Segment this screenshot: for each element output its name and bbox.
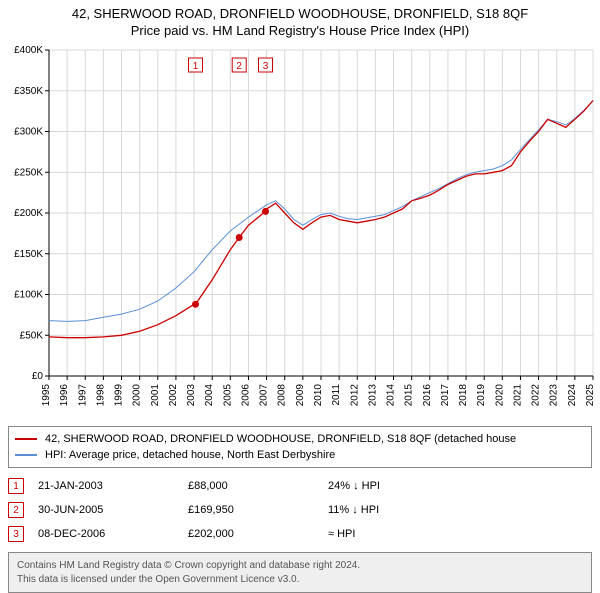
svg-text:2025: 2025	[585, 384, 596, 407]
svg-text:2000: 2000	[132, 384, 143, 407]
legend-label-series2: HPI: Average price, detached house, Nort…	[45, 449, 335, 461]
svg-text:£300K: £300K	[14, 127, 43, 138]
attribution-footer: Contains HM Land Registry data © Crown c…	[8, 552, 592, 593]
event-date: 08-DEC-2006	[38, 528, 188, 540]
price-chart: £0 £50K £100K £150K £200K £250K £300K £350K £400…	[1, 42, 599, 422]
svg-text:2014: 2014	[386, 384, 397, 407]
event-date: 21-JAN-2003	[38, 480, 188, 492]
svg-text:1999: 1999	[114, 384, 125, 407]
svg-text:2010: 2010	[313, 384, 324, 407]
svg-text:2019: 2019	[476, 384, 487, 407]
svg-text:2018: 2018	[458, 384, 469, 407]
svg-text:2024: 2024	[567, 384, 578, 407]
page-title: 42, SHERWOOD ROAD, DRONFIELD WOODHOUSE, …	[0, 0, 600, 21]
legend-row: HPI: Average price, detached house, Nort…	[15, 447, 585, 463]
event-price: £169,950	[188, 504, 328, 516]
svg-text:£200K: £200K	[14, 208, 43, 219]
event-date: 30-JUN-2005	[38, 504, 188, 516]
svg-text:2016: 2016	[422, 384, 433, 407]
svg-text:1995: 1995	[41, 384, 52, 407]
event-price: £202,000	[188, 528, 328, 540]
svg-text:£150K: £150K	[14, 249, 43, 260]
svg-text:2006: 2006	[240, 384, 251, 407]
svg-text:2022: 2022	[531, 384, 542, 407]
svg-text:2013: 2013	[367, 384, 378, 407]
event-row: 2 30-JUN-2005 £169,950 11% ↓ HPI	[8, 498, 592, 522]
svg-text:2003: 2003	[186, 384, 197, 407]
event-relative: ≈ HPI	[328, 528, 592, 540]
svg-text:3: 3	[263, 61, 269, 72]
svg-text:1996: 1996	[59, 384, 70, 407]
svg-text:2020: 2020	[494, 384, 505, 407]
legend-swatch-series2	[15, 454, 37, 456]
svg-text:2008: 2008	[277, 384, 288, 407]
legend-label-series1: 42, SHERWOOD ROAD, DRONFIELD WOODHOUSE, …	[45, 433, 516, 445]
svg-text:2011: 2011	[331, 384, 342, 406]
svg-text:2005: 2005	[222, 384, 233, 407]
svg-text:2021: 2021	[512, 384, 523, 407]
svg-text:2002: 2002	[168, 384, 179, 407]
event-relative: 24% ↓ HPI	[328, 480, 592, 492]
svg-text:2017: 2017	[440, 384, 451, 407]
svg-text:2023: 2023	[549, 384, 560, 407]
event-marker-icon: 1	[8, 478, 24, 494]
svg-text:1: 1	[193, 61, 199, 72]
event-marker-icon: 2	[8, 502, 24, 518]
event-row: 1 21-JAN-2003 £88,000 24% ↓ HPI	[8, 474, 592, 498]
event-marker-icon: 3	[8, 526, 24, 542]
event-row: 3 08-DEC-2006 £202,000 ≈ HPI	[8, 522, 592, 546]
svg-text:£400K: £400K	[14, 45, 43, 56]
svg-text:2: 2	[236, 61, 242, 72]
event-price: £88,000	[188, 480, 328, 492]
svg-text:2004: 2004	[204, 384, 215, 407]
svg-text:2009: 2009	[295, 384, 306, 407]
legend-swatch-series1	[15, 438, 37, 440]
page-subtitle: Price paid vs. HM Land Registry's House …	[0, 21, 600, 42]
svg-text:2007: 2007	[259, 384, 270, 407]
footer-line: Contains HM Land Registry data © Crown c…	[17, 559, 583, 573]
legend: 42, SHERWOOD ROAD, DRONFIELD WOODHOUSE, …	[8, 426, 592, 468]
svg-text:£50K: £50K	[20, 330, 44, 341]
events-table: 1 21-JAN-2003 £88,000 24% ↓ HPI 2 30-JUN…	[8, 474, 592, 546]
event-relative: 11% ↓ HPI	[328, 504, 592, 516]
svg-text:£100K: £100K	[14, 290, 43, 301]
footer-line: This data is licensed under the Open Gov…	[17, 573, 583, 587]
svg-text:£250K: £250K	[14, 167, 43, 178]
svg-text:2015: 2015	[404, 384, 415, 407]
svg-text:2001: 2001	[150, 384, 161, 407]
svg-text:£350K: £350K	[14, 86, 43, 97]
svg-text:£0: £0	[32, 371, 44, 382]
svg-text:2012: 2012	[349, 384, 360, 407]
legend-row: 42, SHERWOOD ROAD, DRONFIELD WOODHOUSE, …	[15, 431, 585, 447]
svg-text:1997: 1997	[77, 384, 88, 407]
svg-text:1998: 1998	[95, 384, 106, 407]
